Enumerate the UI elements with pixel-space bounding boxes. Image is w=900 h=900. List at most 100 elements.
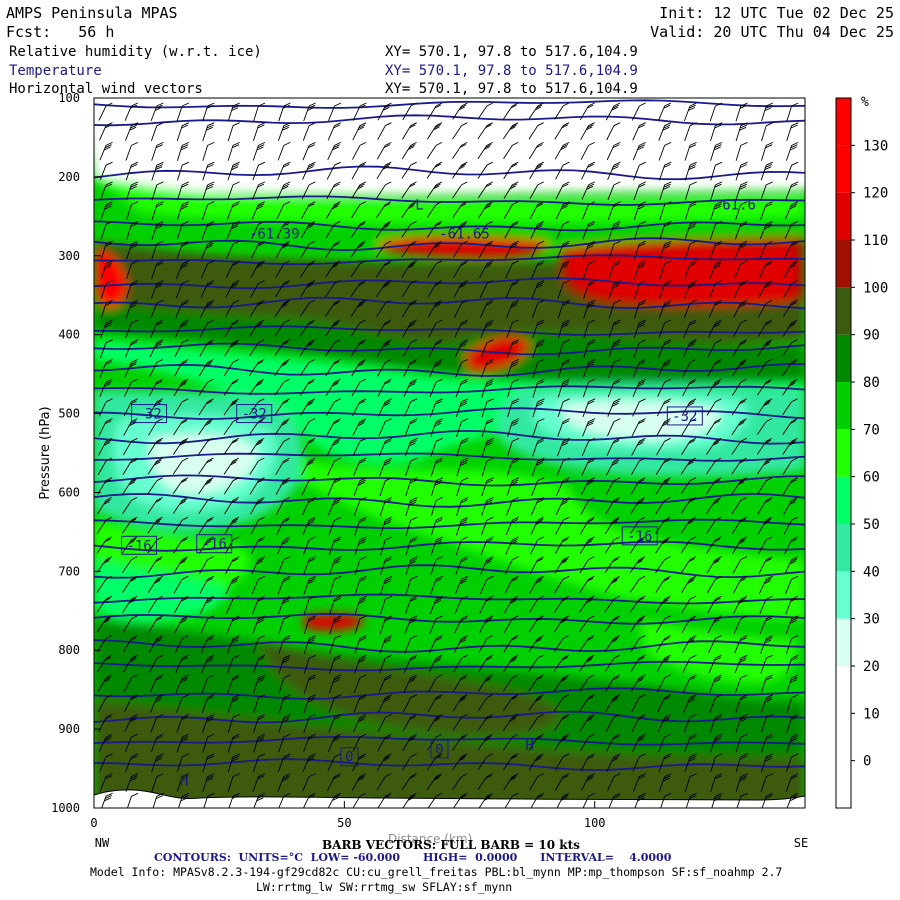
wind-barb-166 [198,536,214,554]
wind-barb-513 [453,280,468,298]
wind-barb-152 [200,260,215,279]
colorbar-bin-0 [836,760,851,808]
wind-barb-900 [735,102,748,122]
wind-barb-425 [378,674,392,693]
temp-label-1: -61.65 [439,227,490,243]
wind-barb-323 [302,792,316,808]
wind-barb-852 [681,575,697,594]
wind-barb-578 [503,142,519,160]
wind-barb-869 [710,201,723,221]
wind-barb-787 [631,713,646,732]
wind-barb-433 [402,122,417,140]
wind-barb-136 [175,654,189,673]
wind-barb-474 [426,220,443,238]
wind-barb-212 [227,733,240,753]
wind-barb-641 [528,674,544,692]
wind-barb-469 [427,122,443,140]
wind-barb-609 [503,753,519,771]
wind-barb-354 [328,694,342,713]
temp-contour-6 [94,254,805,266]
wind-barb-595 [506,477,520,496]
wind-barb-1004 [786,733,799,753]
wind-barb-582 [504,220,519,239]
wind-barb-219 [252,161,266,181]
wind-barb-211 [227,713,240,733]
wind-barb-1005 [786,753,799,773]
wind-barb-418 [380,536,393,556]
wind-barb-645 [528,753,544,771]
wind-barb-715 [579,713,595,732]
wind-barb-688 [581,181,596,200]
wind-barb-723 [607,161,621,181]
wind-barb-692 [582,260,596,280]
colorbar-label-110: 110 [863,233,888,249]
wind-barb-49 [124,358,138,378]
wind-barb-347 [329,556,342,575]
wind-barb-35 [101,792,113,808]
wind-barb-658 [557,299,570,319]
wind-barb-438 [401,220,417,238]
wind-barb-420 [380,575,393,595]
field-xy-wind: XY= 570.1, 97.8 to 517.6,104.9 [385,81,638,97]
wind-barb-908 [734,260,748,279]
wind-barb-416 [379,496,393,516]
wind-barb-722 [606,141,621,161]
wind-barb-387 [354,635,367,654]
wind-barb-154 [200,299,215,318]
wind-barb-573 [477,753,493,771]
wind-barb-333 [325,280,341,297]
wind-barb-524 [456,496,469,516]
colorbar-label-50: 50 [863,517,880,533]
wind-barb-398 [376,141,392,160]
wind-barb-523 [456,477,469,497]
colorbar-bin-6 [836,476,851,524]
wind-barb-943 [759,240,773,259]
wind-barb-776 [630,496,646,515]
wind-barb-534 [452,694,468,712]
wind-barb-517 [455,358,469,378]
temp-contour-7 [94,277,805,290]
wind-barb-661 [557,358,570,378]
wind-barb-363 [351,161,367,180]
wind-barb-994 [784,536,799,555]
wind-barb-621 [531,280,545,299]
wind-barb-327 [326,161,341,180]
wind-barb-541 [477,122,493,140]
wind-barb-466 [401,773,417,791]
wind-barb-344 [328,496,342,516]
wind-barb-456 [405,575,418,595]
wind-barb-931 [735,713,748,733]
wind-barb-803 [658,319,672,339]
wind-barb-591 [507,398,520,418]
wind-barb-894 [709,694,723,713]
wind-barb-340 [326,418,341,436]
wind-barb-819 [656,635,671,653]
wind-barb-83 [150,319,164,338]
wind-barb-547 [478,240,494,259]
wind-barb-167 [199,556,214,574]
wind-barb-120 [174,339,189,358]
wind-barb-979 [784,240,799,259]
wind-barb-0 [98,102,113,121]
wind-barb-80 [151,260,164,280]
wind-barb-124 [173,418,189,436]
wind-barb-65 [123,674,138,693]
wind-barb-718 [580,773,595,792]
wind-barb-311 [303,556,316,575]
wind-barb-834 [684,220,697,240]
wind-barb-424 [379,654,392,674]
wind-barb-848 [680,497,697,514]
wind-barb-999 [785,635,799,654]
wind-barb-982 [782,299,798,318]
wind-barb-278 [278,615,291,635]
wind-barb-371 [350,319,366,337]
wind-barb-168 [199,575,214,594]
wind-barb-697 [583,358,596,378]
wind-barb-230 [248,378,265,396]
wind-barb-269 [274,437,290,456]
wind-barb-996 [784,575,799,595]
wind-barb-145 [202,122,215,142]
colorbar-bin-14 [836,98,851,146]
wind-barb-720 [605,102,621,121]
wind-barb-47 [125,319,139,339]
